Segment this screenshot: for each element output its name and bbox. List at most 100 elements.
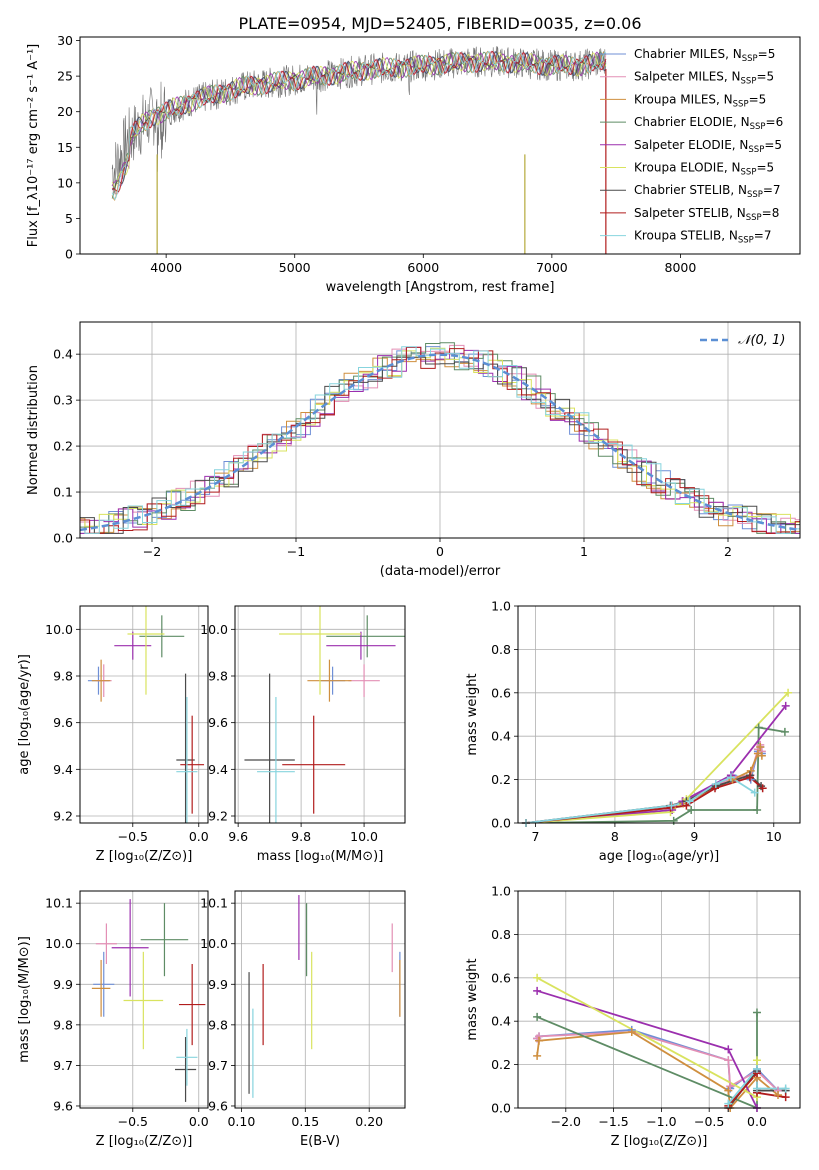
x-tick-label: 10: [766, 829, 782, 844]
x-tick-label: −1: [287, 544, 305, 559]
mass-weight-line-4: [536, 1012, 758, 1108]
mass-weight-line-5: [525, 705, 787, 823]
axes-frame: [79, 605, 209, 824]
x-tick-label: −1.0: [646, 1114, 676, 1129]
x-tick-label: 6000: [407, 260, 439, 275]
x-tick-label: −0.5: [118, 829, 148, 844]
legend-label: Kroupa STELIB, NSSP=7: [634, 229, 772, 246]
x-tick-label: 2: [724, 544, 732, 559]
legend-subscript: SSP: [733, 99, 749, 109]
panel-residuals: −2 −1 0 1 2 0.0 0.1 0.2 0.3 0.4 (data-model)/error…: [26, 321, 801, 579]
mass-weight-line-4: [525, 726, 786, 823]
legend-label: Kroupa ELODIE, NSSP=5: [634, 161, 774, 178]
plot-area: [248, 895, 401, 1098]
y-tick-label: 9.8: [53, 669, 73, 684]
normal-curve: [80, 353, 800, 532]
x-tick-label: 8000: [665, 260, 697, 275]
mass-weight-marker: [724, 1056, 733, 1065]
mass-weight-marker: [667, 801, 676, 810]
y-tick-label: 0: [65, 247, 73, 262]
mass-weight-marker: [711, 779, 720, 788]
y-tick-label: 0.6: [491, 970, 511, 985]
legend-label: Salpeter MILES, NSSP=5: [634, 70, 774, 87]
x-tick-label: 9.6: [228, 829, 248, 844]
axes-frame: [234, 605, 406, 824]
y-axis-label: age [log₁₀(age/yr)]: [17, 654, 32, 775]
mass-weight-marker: [535, 1036, 544, 1045]
y-tick-label: 0.8: [491, 927, 511, 942]
y-tick-label: 9.6: [208, 715, 228, 730]
x-tick-label: −0.5: [118, 1114, 148, 1129]
mass-weight-line-2: [536, 1031, 779, 1092]
axes-frame: [517, 605, 801, 824]
x-tick-label: 5000: [279, 260, 311, 275]
mass-weight-marker: [685, 797, 694, 806]
y-tick-label: 0.2: [53, 439, 73, 454]
x-tick-label: 0: [436, 544, 444, 559]
y-tick-label: 25: [57, 69, 73, 84]
y-tick-label: 9.7: [208, 1058, 228, 1073]
model-line-9: [111, 50, 607, 201]
x-tick-label: 9: [690, 829, 698, 844]
x-tick-label: 7: [531, 829, 539, 844]
y-tick-label: 9.4: [208, 762, 228, 777]
panel-age_vs_mass: 9.6 9.8 10.0 9.2 9.4 9.6 9.8 10.0 mass [log₁₀(M/…: [200, 605, 406, 864]
panel-mass_vs_Z: −0.5 0.0 9.6 9.7 9.8 9.9 10.0 10.1 Z [log₁₀(Z/Z⊙…: [17, 890, 209, 1149]
mass-weight-marker: [726, 1082, 735, 1091]
panel-age_vs_Z: −0.5 0.0 9.2 9.4 9.6 9.8 10.0 Z [log₁₀(Z/Z⊙)] ag…: [17, 605, 209, 864]
mass-weight-marker: [627, 1028, 636, 1037]
axes-frame: [79, 321, 801, 539]
mass-weight-marker: [724, 1045, 733, 1054]
y-tick-label: 0.4: [491, 1014, 511, 1029]
panel-massweight_vs_age: 7 8 9 10 0.0 0.2 0.4 0.6 0.8 1.0 age [log₁₀(age/yr…: [465, 599, 801, 864]
legend-subscript: SSP: [750, 122, 766, 132]
legend-count: =5: [758, 47, 776, 61]
y-tick-label: 10.0: [200, 936, 228, 951]
x-tick-label: 4000: [150, 260, 182, 275]
mass-weight-marker: [752, 1064, 761, 1073]
legend-label: 𝒩(0, 1): [738, 333, 785, 348]
x-tick-label: 1: [580, 544, 588, 559]
mass-weight-marker: [750, 788, 759, 797]
x-tick-label: 9.8: [291, 829, 311, 844]
model-line-5: [111, 51, 607, 187]
axes-frame: [517, 890, 801, 1109]
legend-subscript: SSP: [741, 168, 757, 178]
x-axis-label: Z [log₁₀(Z/Z⊙)]: [96, 849, 193, 864]
y-tick-label: 1.0: [491, 599, 511, 614]
mass-weight-marker: [757, 751, 766, 760]
plot-area: [111, 46, 607, 254]
mass-weight-marker: [756, 743, 765, 752]
panel-massweight_vs_Z: −2.0 −1.5 −1.0 −0.5 0.0 0.0 0.2 0.4 0.6 0.8 1.0 Z […: [465, 884, 801, 1149]
x-tick-label: 0.20: [355, 1114, 383, 1129]
plot-layer: 4000 5000 6000 7000 8000051015202530waveleng…: [17, 33, 801, 1149]
legend-count: =5: [764, 138, 782, 152]
x-tick-label: 0.10: [227, 1114, 255, 1129]
legend-count: =8: [762, 206, 780, 220]
legend-subscript: SSP: [741, 77, 757, 87]
y-tick-label: 9.6: [53, 715, 73, 730]
y-axis-label: Flux [f_λ10⁻¹⁷ erg cm⁻² s⁻¹ A⁻¹]: [26, 44, 41, 248]
y-tick-label: 30: [57, 33, 73, 48]
y-tick-label: 9.6: [208, 1098, 228, 1113]
legend-label: Chabrier MILES, NSSP=5: [634, 47, 775, 64]
y-tick-label: 9.8: [208, 669, 228, 684]
y-tick-label: 9.9: [208, 977, 228, 992]
mass-weight-marker: [533, 973, 542, 982]
y-tick-label: 10.1: [200, 896, 228, 911]
mass-weight-marker: [753, 805, 762, 814]
y-tick-label: 9.2: [53, 809, 73, 824]
legend-subscript: SSP: [747, 190, 763, 200]
legend-count: =7: [763, 183, 781, 197]
mass-weight-marker: [724, 1099, 733, 1108]
mass-weight-line-5: [536, 989, 758, 1108]
y-tick-label: 9.7: [53, 1058, 73, 1073]
y-axis-label: mass [log₁₀(M/M⊙)]: [17, 936, 32, 1063]
mass-weight-marker: [781, 701, 790, 710]
mass-weight-marker: [781, 1093, 790, 1102]
mass-weight-line-6: [525, 692, 789, 823]
x-axis-label: Z [log₁₀(Z/Z⊙)]: [611, 1134, 708, 1149]
x-tick-label: −0.5: [694, 1114, 724, 1129]
mass-weight-line-7: [525, 774, 762, 823]
y-tick-label: 10.0: [45, 622, 73, 637]
